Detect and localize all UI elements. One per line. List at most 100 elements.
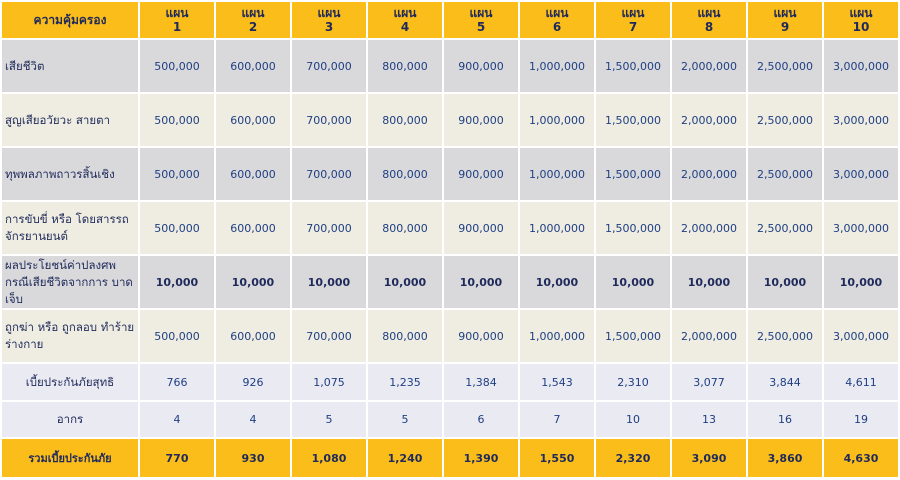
cell-value: 2,500,000 (748, 40, 822, 92)
cell-value: 800,000 (368, 94, 442, 146)
cell-value: 4 (140, 402, 214, 437)
cell-value: 2,500,000 (748, 148, 822, 200)
cell-value: 500,000 (140, 310, 214, 362)
cell-value: 1,550 (520, 439, 594, 477)
plan-number: 3 (324, 20, 334, 34)
cell-value: 5 (292, 402, 366, 437)
row-death: เสียชีวิต 500,000 600,000 700,000 800,00… (2, 40, 898, 92)
cell-value: 10,000 (824, 256, 898, 308)
coverage-header: ความคุ้มครอง (2, 2, 138, 38)
cell-value: 1,080 (292, 439, 366, 477)
row-funeral-benefit: ผลประโยชน์ค่าปลงศพ กรณีเสียชีวิตจากการ บ… (2, 256, 898, 308)
plan-header-3: แผน 3 (292, 2, 366, 38)
row-label: เสียชีวิต (2, 40, 138, 92)
plan-word: แผน (849, 6, 873, 20)
cell-value: 800,000 (368, 202, 442, 254)
cell-value: 1,075 (292, 364, 366, 400)
row-label: ผลประโยชน์ค่าปลงศพ กรณีเสียชีวิตจากการ บ… (2, 256, 138, 308)
cell-value: 1,000,000 (520, 94, 594, 146)
header-row: ความคุ้มครอง แผน 1 แผน 2 แผน 3 แผน 4 แผน 5 แผ… (2, 2, 898, 38)
cell-value: 700,000 (292, 148, 366, 200)
cell-value: 700,000 (292, 202, 366, 254)
cell-value: 600,000 (216, 40, 290, 92)
cell-value: 7 (520, 402, 594, 437)
cell-value: 1,000,000 (520, 202, 594, 254)
plan-word: แผน (241, 6, 265, 20)
cell-value: 2,500,000 (748, 94, 822, 146)
cell-value: 3,000,000 (824, 202, 898, 254)
cell-value: 1,235 (368, 364, 442, 400)
row-label: สูญเสียอวัยวะ สายตา (2, 94, 138, 146)
cell-value: 4,611 (824, 364, 898, 400)
cell-value: 700,000 (292, 94, 366, 146)
cell-value: 10,000 (216, 256, 290, 308)
plan-number: 9 (780, 20, 790, 34)
cell-value: 800,000 (368, 148, 442, 200)
cell-value: 900,000 (444, 202, 518, 254)
cell-value: 1,500,000 (596, 40, 670, 92)
cell-value: 1,000,000 (520, 310, 594, 362)
row-label: อากร (2, 402, 138, 437)
plan-word: แผน (317, 6, 341, 20)
plan-word: แผน (393, 6, 417, 20)
cell-value: 500,000 (140, 40, 214, 92)
cell-value: 10,000 (444, 256, 518, 308)
cell-value: 2,500,000 (748, 310, 822, 362)
row-murder-assault: ถูกฆ่า หรือ ถูกลอบ ทำร้ายร่างกาย 500,000… (2, 310, 898, 362)
plan-header-6: แผน 6 (520, 2, 594, 38)
cell-value: 3,000,000 (824, 40, 898, 92)
cell-value: 930 (216, 439, 290, 477)
plan-number: 4 (400, 20, 410, 34)
cell-value: 1,500,000 (596, 94, 670, 146)
cell-value: 500,000 (140, 148, 214, 200)
cell-value: 3,000,000 (824, 148, 898, 200)
cell-value: 4,630 (824, 439, 898, 477)
cell-value: 3,090 (672, 439, 746, 477)
plan-header-8: แผน 8 (672, 2, 746, 38)
row-loss-of-limbs-sight: สูญเสียอวัยวะ สายตา 500,000 600,000 700,… (2, 94, 898, 146)
cell-value: 10,000 (292, 256, 366, 308)
cell-value: 2,000,000 (672, 94, 746, 146)
cell-value: 900,000 (444, 94, 518, 146)
cell-value: 10,000 (368, 256, 442, 308)
row-label: เบี้ยประกันภัยสุทธิ (2, 364, 138, 400)
plan-header-10: แผน 10 (824, 2, 898, 38)
cell-value: 16 (748, 402, 822, 437)
row-label: การขับขี่ หรือ โดยสารรถจักรยานยนต์ (2, 202, 138, 254)
plan-header-1: แผน 1 (140, 2, 214, 38)
cell-value: 1,384 (444, 364, 518, 400)
plan-number: 10 (852, 20, 870, 34)
cell-value: 1,000,000 (520, 148, 594, 200)
cell-value: 800,000 (368, 40, 442, 92)
cell-value: 10,000 (140, 256, 214, 308)
cell-value: 1,000,000 (520, 40, 594, 92)
plan-header-7: แผน 7 (596, 2, 670, 38)
row-label: ถูกฆ่า หรือ ถูกลอบ ทำร้ายร่างกาย (2, 310, 138, 362)
plan-header-9: แผน 9 (748, 2, 822, 38)
cell-value: 600,000 (216, 94, 290, 146)
cell-value: 2,320 (596, 439, 670, 477)
plan-number: 6 (552, 20, 562, 34)
cell-value: 1,500,000 (596, 310, 670, 362)
cell-value: 3,000,000 (824, 310, 898, 362)
cell-value: 1,500,000 (596, 148, 670, 200)
cell-value: 5 (368, 402, 442, 437)
plan-word: แผน (773, 6, 797, 20)
cell-value: 13 (672, 402, 746, 437)
cell-value: 6 (444, 402, 518, 437)
cell-value: 1,240 (368, 439, 442, 477)
plan-word: แผน (165, 6, 189, 20)
cell-value: 3,844 (748, 364, 822, 400)
cell-value: 770 (140, 439, 214, 477)
plan-word: แผน (621, 6, 645, 20)
cell-value: 3,077 (672, 364, 746, 400)
cell-value: 500,000 (140, 202, 214, 254)
cell-value: 10,000 (520, 256, 594, 308)
plan-word: แผน (545, 6, 569, 20)
cell-value: 10,000 (596, 256, 670, 308)
plan-number: 1 (172, 20, 182, 34)
plan-number: 2 (248, 20, 258, 34)
cell-value: 2,000,000 (672, 148, 746, 200)
row-label: รวมเบี้ยประกันภัย (2, 439, 138, 477)
cell-value: 700,000 (292, 310, 366, 362)
